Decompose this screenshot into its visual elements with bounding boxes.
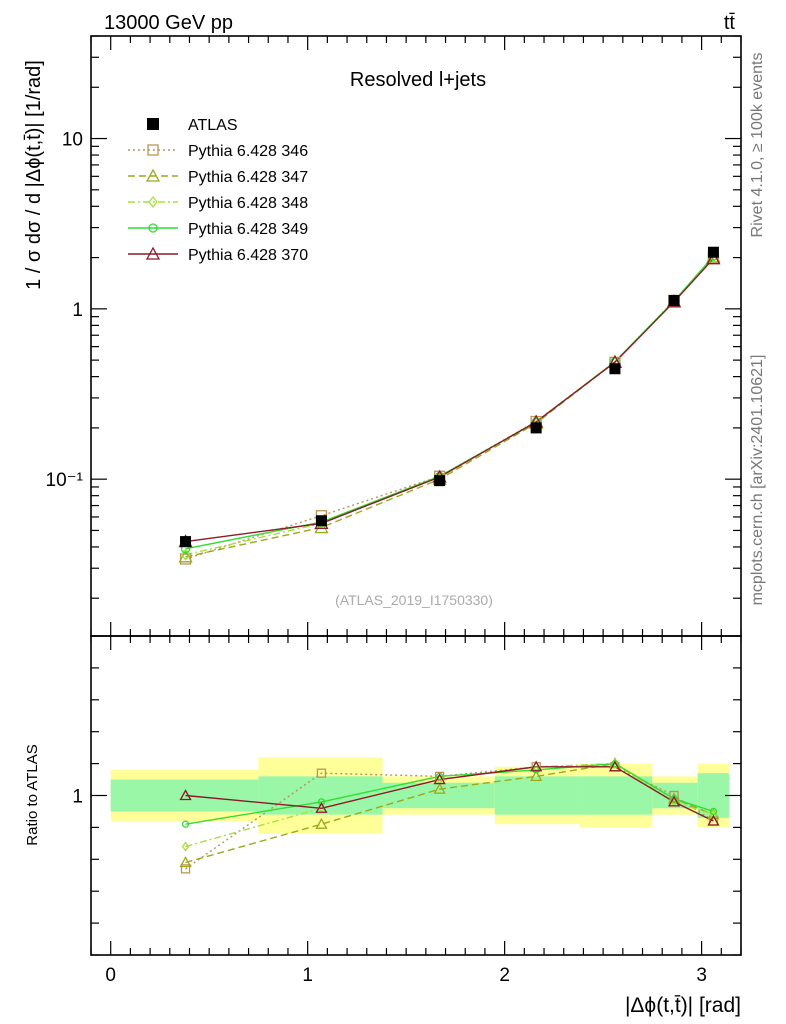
analysis-watermark: (ATLAS_2019_I1750330): [335, 592, 493, 608]
legend-marker-data: [147, 118, 159, 130]
x-tick-label: 2: [499, 965, 510, 986]
legend-label-0: Pythia 6.428 346: [188, 143, 308, 160]
series-4-point-6: [706, 251, 721, 265]
legend-marker-0: [147, 144, 159, 156]
data-point-1: [315, 515, 327, 527]
ratio-3-point-3: [532, 766, 540, 774]
band-inner-bin-4: [579, 776, 653, 815]
series-line-2: [185, 256, 714, 556]
data-point-4: [609, 363, 621, 375]
legend-marker-3: [148, 223, 158, 233]
legend-label-3: Pythia 6.428 349: [188, 221, 308, 238]
ratio-4-point-0: [179, 789, 192, 801]
ratio-2-point-0: [181, 841, 190, 852]
ratio-2-point-4: [611, 758, 619, 769]
band-inner-bin-0: [110, 779, 259, 812]
header-left: 13000 GeV pp: [104, 12, 233, 34]
y-tick-label: 10: [62, 130, 83, 151]
ratio-4-point-5: [667, 795, 681, 807]
ratio-4-point-3: [530, 760, 543, 772]
legend-label-4: Pythia 6.428 370: [188, 247, 308, 264]
legend-marker-1: [145, 168, 161, 182]
ratio-4-point-6: [707, 814, 720, 826]
legend-label-2: Pythia 6.428 348: [188, 195, 308, 212]
legend-label-1: Pythia 6.428 347: [188, 169, 308, 186]
data-point-6: [707, 246, 719, 258]
series-markers: [178, 246, 721, 874]
series-line-1: [185, 256, 714, 558]
legend-marker-4: [145, 246, 161, 260]
ratio-4-point-1: [315, 801, 328, 813]
ratio-0-point-0: [180, 864, 191, 874]
ratio-axis-label: Ratio to ATLAS: [24, 744, 41, 845]
y-tick-label: 1: [72, 300, 83, 321]
ratio-1-point-1: [315, 817, 328, 829]
y-tick-label: 10⁻¹: [46, 470, 84, 491]
rivet-version-text: Rivet 4.1.0, ≥ 100k events: [749, 53, 766, 238]
x-tick-label: 1: [302, 965, 313, 986]
ratio-3-point-0: [181, 820, 190, 828]
ratio-1-point-2: [433, 782, 446, 794]
band-inner-bin-3: [494, 776, 580, 815]
axes: 0 1 2 3 10⁻¹ 1 10 1: [46, 35, 742, 986]
data-point-2: [434, 475, 446, 487]
series-line-3: [185, 255, 714, 550]
ratio-0-point-5: [669, 790, 679, 801]
mcplots-reference-text: mcplots.cern.ch [arXiv:2401.10621]: [749, 355, 766, 606]
legend: ATLAS Pythia 6.428 346 Pythia 6.428 347 Pyt…: [128, 117, 308, 264]
ratio-4-point-2: [433, 773, 446, 785]
ratio-1-point-3: [530, 770, 543, 782]
header-right: tt̄: [724, 12, 736, 34]
series-line-4: [185, 258, 714, 543]
y-axis-label: 1 / σ dσ / d |Δϕ(t,t̄)| [1/rad]: [23, 60, 45, 290]
x-tick-label: 3: [696, 965, 707, 986]
data-point-3: [530, 422, 542, 434]
data-point-5: [668, 294, 680, 306]
ratio-1-point-0: [179, 856, 192, 868]
data-point-0: [180, 536, 192, 548]
ratio-0-point-1: [316, 768, 327, 778]
legend-marker-2: [148, 195, 158, 209]
series-1-point-1: [314, 520, 329, 534]
ratio-4-point-4: [608, 760, 622, 772]
ratio-3-point-6: [709, 807, 718, 816]
series-line-0: [185, 257, 714, 560]
ratio-3-point-1: [317, 798, 326, 806]
x-tick-label: 0: [105, 965, 116, 986]
chart-title: Resolved l+jets: [350, 69, 486, 91]
series-2-point-0: [180, 548, 191, 561]
x-axis-label: |Δϕ(t,t̄)| [rad]: [625, 994, 741, 1017]
ratio-0-point-2: [434, 771, 445, 782]
legend-label-data: ATLAS: [188, 117, 238, 134]
ratio-tick-label: 1: [72, 787, 83, 808]
